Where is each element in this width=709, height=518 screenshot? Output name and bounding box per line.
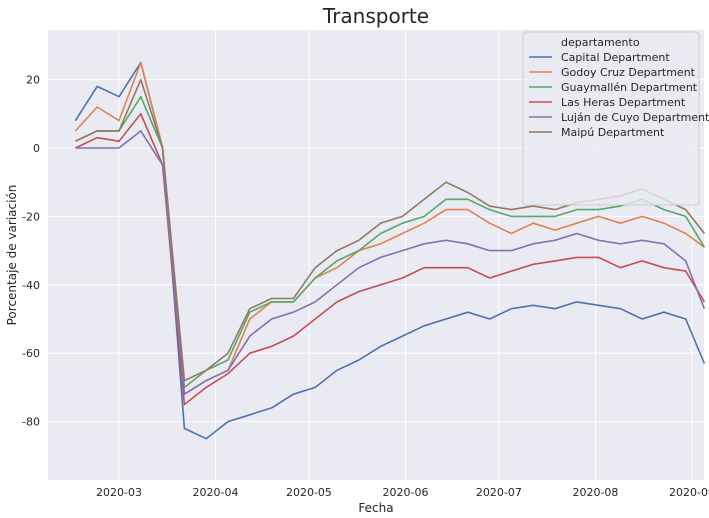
x-tick-label: 2020-06 xyxy=(383,486,429,499)
legend-title: departamento xyxy=(561,36,640,49)
legend-box xyxy=(522,31,700,206)
chart-title: Transporte xyxy=(322,4,429,28)
x-tick-label: 2020-04 xyxy=(193,486,239,499)
legend-entry: Maipú Department xyxy=(561,126,665,139)
legend-entry: Las Heras Department xyxy=(561,96,686,109)
x-tick-label: 2020-05 xyxy=(286,486,332,499)
legend-entry: Luján de Cuyo Department xyxy=(561,111,709,124)
legend: departamento Capital Department Godoy Cru… xyxy=(522,31,709,206)
x-tick-label: 2020-09 xyxy=(669,486,709,499)
y-axis-label: Porcentaje de variación xyxy=(5,185,19,326)
legend-entry: Guaymallén Department xyxy=(561,81,698,94)
series-line-4 xyxy=(75,130,706,396)
series-line-0 xyxy=(74,61,706,440)
y-tick-label: 20 xyxy=(26,74,40,87)
y-tick-label: -60 xyxy=(22,347,40,360)
y-tick-label: -40 xyxy=(22,279,40,292)
series-line-3 xyxy=(75,113,706,406)
x-tick-label: 2020-07 xyxy=(476,486,522,499)
x-tick-label: 2020-03 xyxy=(96,486,142,499)
y-tick-label: -20 xyxy=(22,210,40,223)
legend-entry: Capital Department xyxy=(561,51,670,64)
y-tick-label: 0 xyxy=(33,142,40,155)
legend-entry: Godoy Cruz Department xyxy=(561,66,696,79)
y-tick-label: -80 xyxy=(22,416,40,429)
x-axis-label: Fecha xyxy=(358,501,393,515)
x-tick-label: 2020-08 xyxy=(572,486,618,499)
